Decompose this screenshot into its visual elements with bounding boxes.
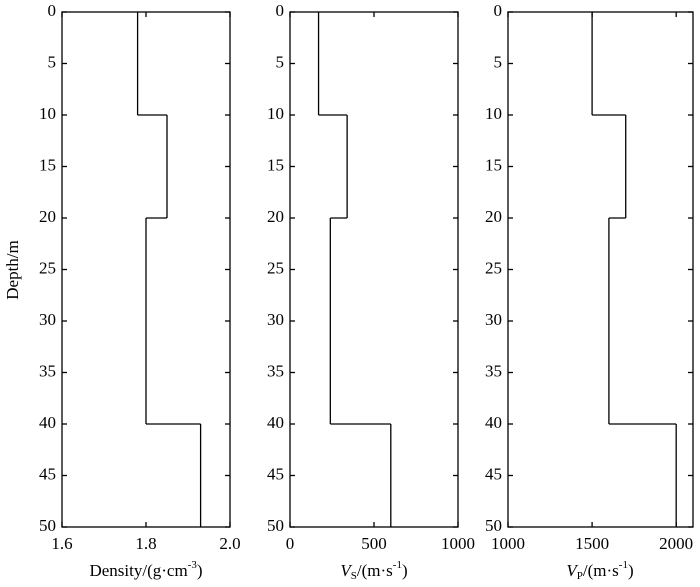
y-tick-label: 5 [48, 52, 57, 71]
y-tick-label: 50 [39, 516, 56, 535]
label-part: S [351, 570, 357, 582]
y-tick-label: 45 [485, 464, 502, 483]
y-tick-label: 40 [267, 413, 284, 432]
y-tick-label: 50 [267, 516, 284, 535]
y-tick-label: 35 [267, 361, 284, 380]
y-tick-label: 15 [39, 155, 56, 174]
x-tick-label: 1000 [491, 534, 525, 553]
label-part: P [577, 570, 583, 582]
y-tick-label: 5 [276, 52, 285, 71]
label-part: Density/(g·cm [89, 561, 187, 580]
label-part: -1 [619, 559, 628, 571]
y-tick-label: 0 [276, 1, 285, 20]
y-tick-label: 20 [267, 207, 284, 226]
x-tick-label: 0 [286, 534, 295, 553]
x-tick-label: 1.8 [135, 534, 156, 553]
x-axis-label: VS/(m·s-1) [340, 559, 407, 582]
y-tick-label: 5 [494, 52, 503, 71]
label-part: -3 [188, 559, 198, 571]
label-part: /(m·s [357, 561, 393, 580]
x-tick-label: 2.0 [219, 534, 240, 553]
y-tick-label: 25 [485, 258, 502, 277]
y-tick-label: 30 [267, 310, 284, 329]
y-tick-label: 35 [39, 361, 56, 380]
y-tick-label: 50 [485, 516, 502, 535]
y-axis-label: Depth/m [3, 240, 22, 300]
label-part: /(m·s [583, 561, 619, 580]
y-tick-label: 0 [48, 1, 57, 20]
y-tick-label: 10 [267, 104, 284, 123]
y-tick-label: 20 [485, 207, 502, 226]
y-tick-label: 30 [485, 310, 502, 329]
x-tick-label: 1500 [575, 534, 609, 553]
y-tick-label: 25 [39, 258, 56, 277]
y-tick-label: 15 [267, 155, 284, 174]
label-part: ) [197, 561, 203, 580]
y-tick-label: 30 [39, 310, 56, 329]
y-tick-label: 45 [267, 464, 284, 483]
y-tick-label: 10 [485, 104, 502, 123]
y-tick-label: 15 [485, 155, 502, 174]
y-tick-label: 0 [494, 1, 503, 20]
y-tick-label: 20 [39, 207, 56, 226]
y-tick-label: 40 [485, 413, 502, 432]
x-tick-label: 1.6 [51, 534, 72, 553]
label-part: V [566, 561, 579, 580]
label-part: -1 [393, 559, 402, 571]
label-part: ) [628, 561, 634, 580]
label-part: ) [402, 561, 408, 580]
x-tick-label: 1000 [441, 534, 475, 553]
y-tick-label: 35 [485, 361, 502, 380]
x-axis-label: VP/(m·s-1) [566, 559, 633, 582]
y-tick-label: 45 [39, 464, 56, 483]
x-tick-label: 2000 [659, 534, 693, 553]
y-tick-label: 40 [39, 413, 56, 432]
x-tick-label: 500 [361, 534, 387, 553]
axes-frame [289, 11, 459, 528]
axes-frame [507, 11, 694, 528]
y-tick-label: 10 [39, 104, 56, 123]
y-tick-label: 25 [267, 258, 284, 277]
label-part: V [340, 561, 353, 580]
x-axis-label: Density/(g·cm-3) [89, 559, 202, 580]
